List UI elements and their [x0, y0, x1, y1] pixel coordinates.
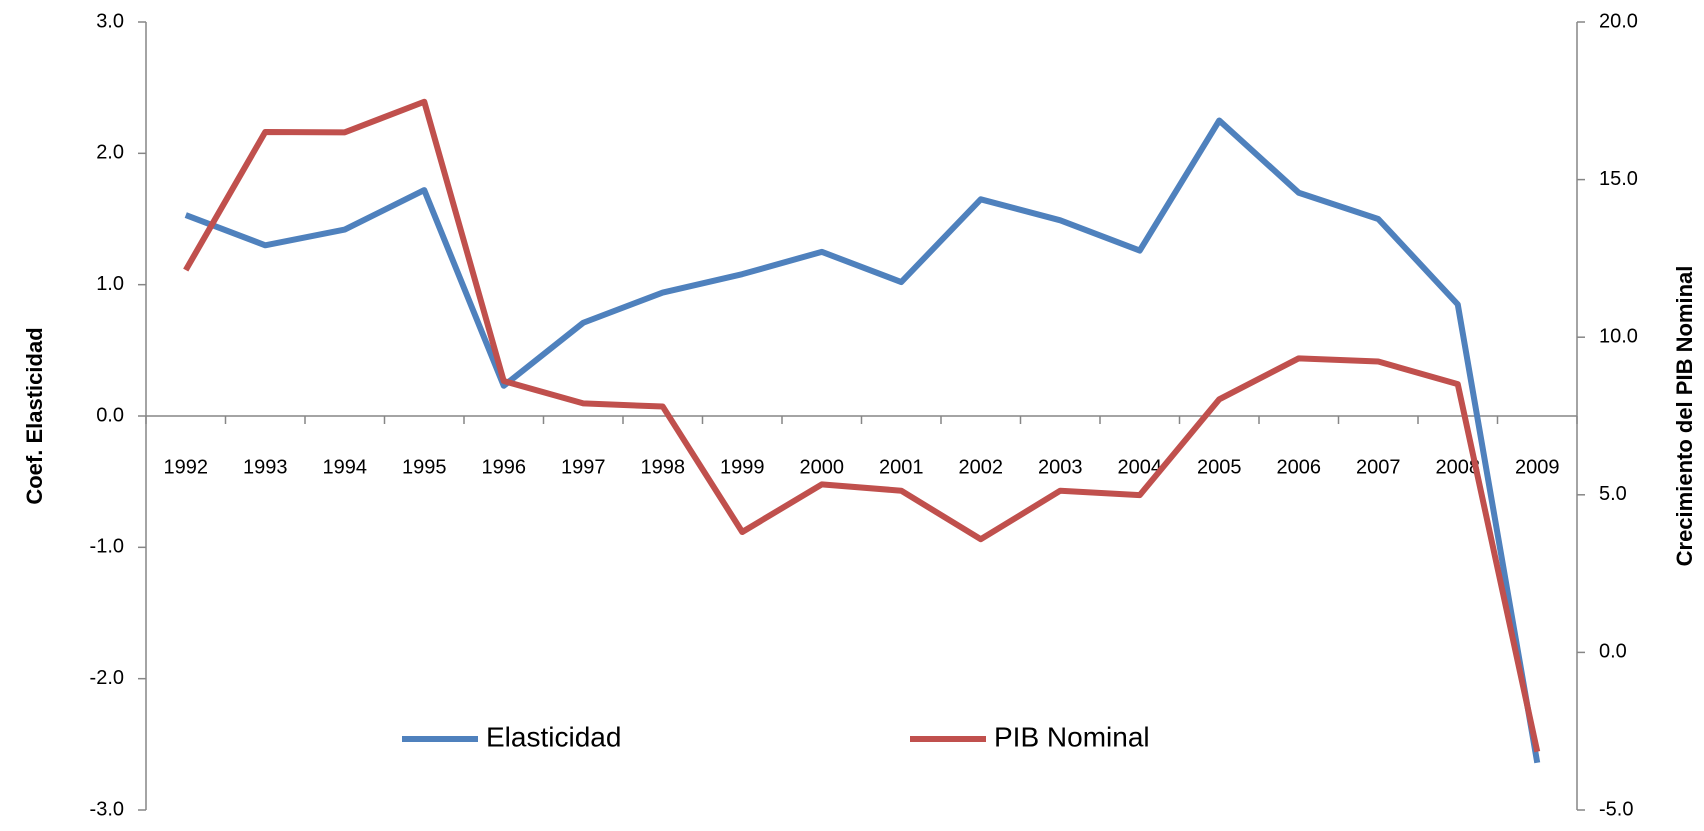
x-tick-label: 2008 [1436, 456, 1481, 478]
y-axis-title: Coef. Elasticidad [22, 327, 47, 504]
y-tick-label: 0.0 [96, 404, 124, 426]
y2-axis-title: Crecimiento del PIB Nominal [1672, 266, 1697, 567]
y2-tick-label: 20.0 [1599, 10, 1638, 32]
x-tick-label: 1995 [402, 456, 447, 478]
y2-tick-label: 0.0 [1599, 641, 1627, 663]
x-tick-label: 1996 [482, 456, 527, 478]
legend-label: PIB Nominal [994, 721, 1150, 752]
y-tick-label: 1.0 [96, 273, 124, 295]
x-tick-label: 1998 [641, 456, 686, 478]
y2-tick-label: 10.0 [1599, 325, 1638, 347]
x-tick-label: 2006 [1277, 456, 1322, 478]
y-tick-label: -3.0 [90, 798, 124, 820]
x-tick-label: 2001 [879, 456, 924, 478]
x-tick-label: 2000 [800, 456, 845, 478]
x-tick-label: 2005 [1197, 456, 1242, 478]
line-series [183, 98, 1541, 753]
line-series [184, 117, 1541, 764]
x-tick-label: 2009 [1515, 456, 1560, 478]
y-tick-label: -2.0 [90, 667, 124, 689]
x-tick-label: 1993 [243, 456, 288, 478]
y2-tick-label: 5.0 [1599, 483, 1627, 505]
x-tick-label: 1992 [164, 456, 209, 478]
legend-label: Elasticidad [486, 721, 621, 752]
y-tick-label: 2.0 [96, 142, 124, 164]
x-tick-label: 1997 [561, 456, 606, 478]
y-tick-label: -1.0 [90, 536, 124, 558]
x-tick-label: 2004 [1118, 456, 1163, 478]
x-tick-label: 2003 [1038, 456, 1083, 478]
x-tick-label: 1994 [323, 456, 368, 478]
y-tick-label: 3.0 [96, 10, 124, 32]
x-tick-label: 1999 [720, 456, 765, 478]
x-tick-label: 2002 [959, 456, 1004, 478]
y2-tick-label: 15.0 [1599, 168, 1638, 190]
y2-tick-label: -5.0 [1599, 798, 1633, 820]
x-tick-label: 2007 [1356, 456, 1401, 478]
